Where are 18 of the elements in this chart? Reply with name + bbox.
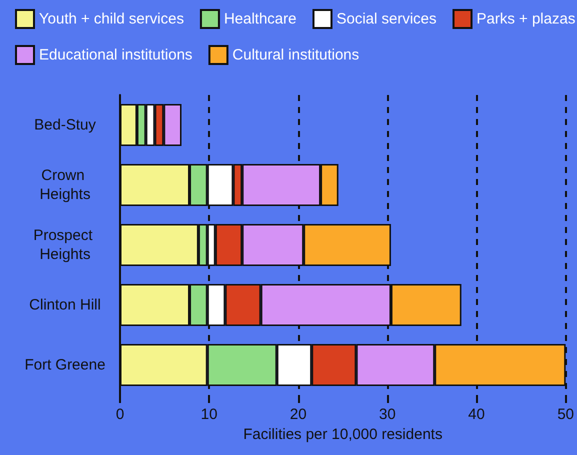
x-tick-label: 0 bbox=[116, 406, 124, 423]
x-tick-label: 40 bbox=[468, 406, 485, 423]
x-tick-label: 10 bbox=[200, 406, 218, 423]
y-tick-label: Bed-Stuy bbox=[34, 116, 96, 134]
x-axis-title: Facilities per 10,000 residents bbox=[243, 426, 442, 443]
x-tick-label: 50 bbox=[557, 406, 574, 423]
y-tick-label: Prospect Heights bbox=[33, 227, 97, 263]
y-tick-label: Crown Heights bbox=[40, 167, 90, 203]
legend-label: Cultural institutions bbox=[232, 46, 360, 64]
legend-label: Educational institutions bbox=[39, 46, 192, 64]
legend-label: Youth + child services bbox=[39, 10, 184, 28]
x-tick-label: 20 bbox=[290, 406, 307, 423]
legend-label: Parks + plazas bbox=[476, 10, 576, 28]
legend-label: Healthcare bbox=[224, 10, 296, 28]
x-tick-label: 30 bbox=[379, 406, 396, 423]
y-tick-label: Fort Greene bbox=[24, 356, 106, 374]
legend-label: Social services bbox=[336, 10, 437, 28]
y-tick-label: Clinton Hill bbox=[29, 296, 101, 314]
